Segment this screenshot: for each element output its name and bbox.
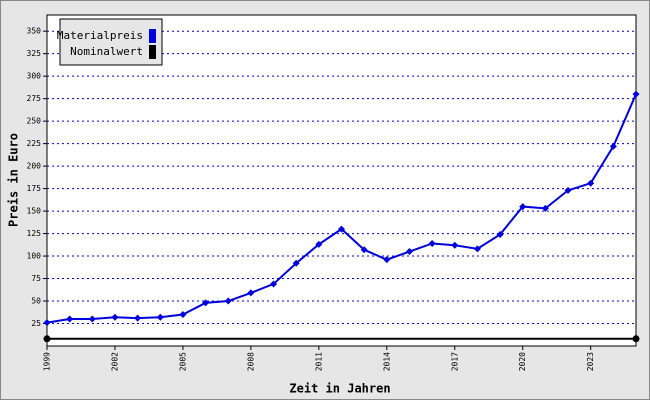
y-tick-label: 175 [27, 184, 42, 193]
point [587, 179, 595, 187]
y-tick-label: 25 [31, 319, 41, 328]
y-tick-label: 75 [31, 274, 41, 283]
point [202, 299, 210, 307]
point [292, 259, 300, 267]
point [315, 240, 323, 248]
point [632, 90, 640, 98]
point [247, 289, 255, 297]
point [519, 203, 527, 211]
y-tick-label: 225 [27, 139, 42, 148]
y-tick-label: 125 [27, 229, 42, 238]
x-tick-label: 2011 [314, 352, 323, 371]
y-tick-label: 50 [31, 297, 41, 306]
point [66, 315, 74, 323]
y-tick-label: 100 [27, 252, 42, 261]
point [43, 335, 51, 343]
x-tick-label: 1999 [43, 352, 52, 371]
x-tick-label: 2017 [450, 352, 459, 371]
point [405, 248, 413, 256]
point [541, 204, 549, 212]
point [473, 245, 481, 253]
y-tick-label: 350 [27, 27, 42, 36]
x-axis-title: Zeit in Jahren [289, 382, 390, 396]
y-tick-label: 275 [27, 94, 42, 103]
x-tick-label: 2002 [110, 352, 119, 371]
legend-label: Materialpreis [57, 29, 143, 42]
point [156, 313, 164, 321]
x-tick-label: 2020 [518, 352, 527, 371]
point [564, 186, 572, 194]
point [338, 225, 345, 233]
legend-label: Nominalwert [70, 45, 143, 58]
legend [59, 18, 163, 66]
y-tick-label: 150 [27, 207, 42, 216]
x-tick-label: 2023 [586, 352, 595, 371]
y-tick-label: 325 [27, 49, 42, 58]
y-tick-label: 250 [27, 117, 42, 126]
point [609, 142, 617, 150]
point [383, 256, 391, 264]
y-axis-title: Preis in Euro [7, 133, 21, 227]
x-tick-label: 2005 [178, 352, 187, 371]
point [43, 319, 51, 327]
y-tick-label: 200 [27, 162, 42, 171]
plot-area [46, 14, 637, 347]
point [632, 335, 640, 343]
point [111, 313, 119, 321]
y-tick-label: 300 [27, 72, 42, 81]
point [496, 230, 504, 238]
point [270, 280, 278, 288]
x-tick-label: 2014 [382, 352, 391, 371]
legend-swatch [149, 45, 156, 59]
grid [43, 30, 636, 350]
marks [43, 90, 640, 343]
point [179, 311, 187, 319]
legend-swatch [149, 29, 156, 43]
x-tick-label: 2008 [246, 352, 255, 371]
point [224, 297, 232, 305]
point [451, 241, 459, 249]
point [360, 246, 368, 254]
point [88, 315, 96, 323]
point [134, 314, 142, 322]
point [428, 239, 436, 247]
